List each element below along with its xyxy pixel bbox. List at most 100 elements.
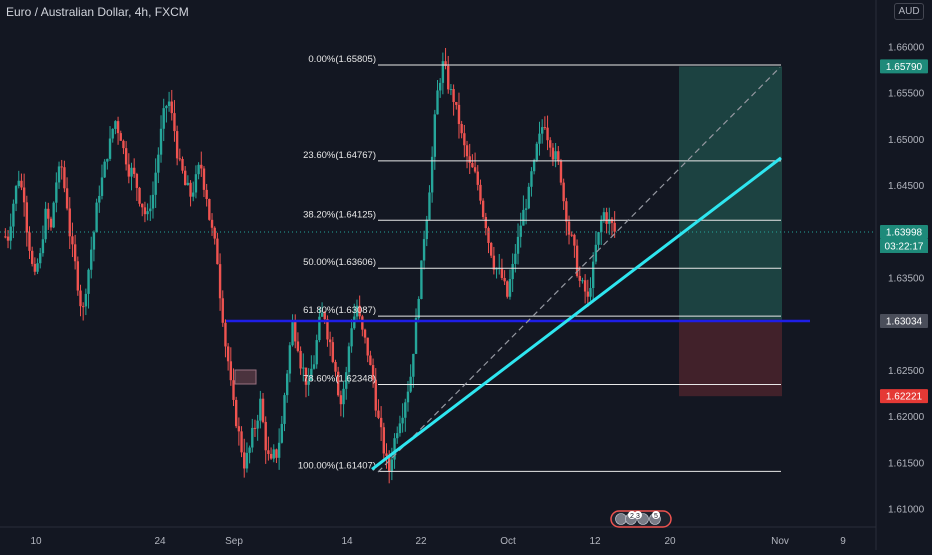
- x-tick-label: 10: [30, 536, 42, 547]
- candle-body: [20, 180, 23, 188]
- candle-body: [162, 108, 165, 129]
- x-tick-label: 22: [415, 536, 427, 547]
- candle-body: [173, 113, 176, 132]
- candle-body: [379, 417, 383, 428]
- candle-body: [312, 364, 316, 369]
- target-price-tag: [880, 59, 928, 74]
- candle-body: [484, 216, 488, 229]
- trend-line[interactable]: [371, 156, 782, 471]
- candle-body: [159, 128, 163, 155]
- candle-body: [393, 438, 396, 460]
- y-tick-label: 1.62500: [888, 366, 925, 377]
- event-count-badge: [634, 511, 642, 519]
- candle-body: [175, 131, 179, 159]
- candle-body: [422, 239, 426, 261]
- candle-body: [256, 420, 259, 429]
- candle-body: [269, 453, 273, 459]
- candle-body: [213, 227, 216, 239]
- candle-body: [170, 101, 173, 114]
- candle-body: [122, 140, 125, 149]
- candle-body: [586, 291, 590, 297]
- candle-body: [63, 167, 66, 189]
- candle-body: [57, 166, 61, 183]
- candle-body: [511, 263, 514, 280]
- candle-body: [449, 89, 453, 91]
- candle-body: [573, 234, 576, 246]
- candle-body: [154, 172, 157, 195]
- candle-body: [261, 398, 265, 422]
- candle-body: [41, 239, 45, 254]
- x-tick-label: 24: [154, 536, 166, 547]
- candle-body: [181, 158, 184, 171]
- candle-body: [285, 373, 289, 396]
- candle-body: [151, 194, 155, 209]
- candle-body: [79, 290, 82, 307]
- candle-body: [489, 242, 493, 256]
- candle-body: [189, 182, 192, 197]
- candle-body: [444, 61, 447, 66]
- fib-level-label: 61.80%(1.63087): [303, 305, 376, 316]
- candle-body: [412, 353, 415, 377]
- candle-body: [9, 226, 12, 241]
- note-marker[interactable]: [234, 369, 257, 385]
- event-count-text: 3: [636, 513, 640, 520]
- x-tick-label: 20: [664, 536, 676, 547]
- candle-body: [468, 156, 471, 163]
- candle-body: [232, 380, 235, 400]
- x-tick-label: 9: [840, 536, 846, 547]
- candle-body: [302, 367, 305, 369]
- candle-body: [420, 260, 423, 299]
- candle-body: [396, 433, 399, 439]
- currency-badge[interactable]: AUD: [894, 3, 924, 20]
- candle-body: [103, 161, 106, 178]
- candle-body: [178, 158, 182, 160]
- candle-body: [371, 365, 375, 380]
- candle-body: [245, 452, 249, 469]
- candle-body: [280, 423, 284, 443]
- candle-body: [532, 160, 536, 172]
- x-tick-label: 12: [589, 536, 601, 547]
- candle-body: [135, 173, 139, 188]
- candle-body: [326, 319, 329, 340]
- candle-body: [28, 232, 31, 251]
- candle-body: [605, 212, 608, 224]
- candle-body: [565, 201, 568, 222]
- candle-body: [334, 361, 337, 372]
- event-count-text: 2: [630, 513, 634, 520]
- candle-body: [369, 355, 372, 366]
- candle-body: [350, 328, 353, 347]
- candle-body: [600, 220, 603, 233]
- candle-body: [441, 61, 445, 83]
- candle-body: [508, 279, 512, 297]
- candle-body: [581, 280, 584, 282]
- event-flag-icon[interactable]: [615, 513, 627, 525]
- countdown-tag: [880, 238, 928, 253]
- y-tick-label: 1.64500: [888, 181, 925, 192]
- candle-body: [186, 182, 190, 186]
- candle-body: [557, 151, 560, 161]
- candle-body: [71, 236, 74, 245]
- candle-body: [358, 305, 361, 317]
- candle-body: [347, 346, 351, 373]
- candle-body: [366, 337, 369, 356]
- candle-body: [30, 250, 34, 264]
- y-tick-label: 1.63500: [888, 274, 925, 285]
- candle-body: [111, 128, 114, 139]
- candle-body: [460, 124, 463, 134]
- y-tick-label: 1.61000: [888, 505, 925, 516]
- x-tick-label: Nov: [771, 536, 789, 547]
- candle-body: [549, 140, 552, 148]
- candle-body: [602, 212, 606, 221]
- candle-body: [183, 170, 187, 186]
- candle-body: [519, 225, 522, 237]
- candle-body: [610, 219, 614, 223]
- stop-price-tag-text: 1.62221: [886, 392, 923, 403]
- candle-body: [503, 277, 506, 282]
- candle-body: [361, 316, 364, 330]
- candle-body: [310, 368, 313, 381]
- candle-body: [551, 147, 555, 160]
- candle-body: [570, 234, 573, 236]
- candle-body: [398, 423, 402, 434]
